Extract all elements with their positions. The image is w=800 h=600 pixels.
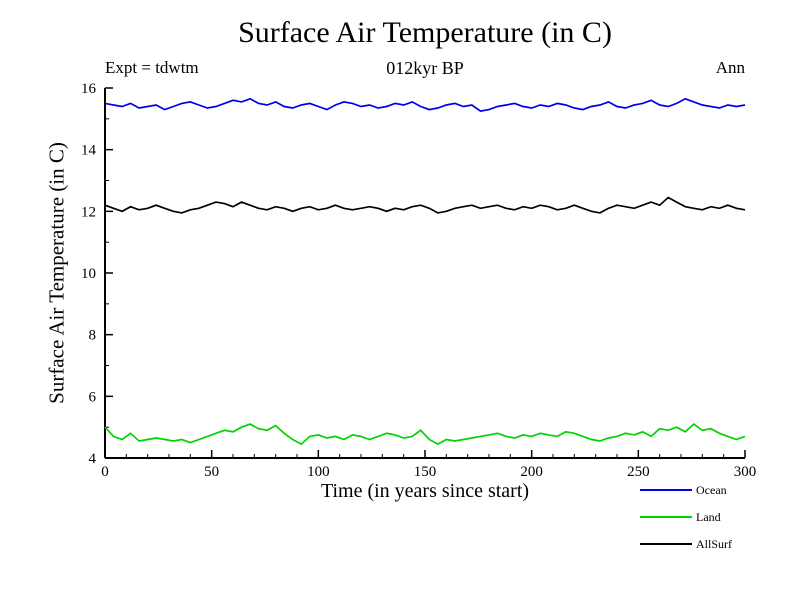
- legend-line-land: [640, 516, 692, 518]
- series-line-ocean: [104, 97, 746, 112]
- y-tick-label: 6: [89, 389, 97, 405]
- x-tick-label: 150: [414, 464, 437, 480]
- y-tick-label: 16: [81, 81, 97, 97]
- legend-line-ocean: [640, 489, 692, 491]
- legend: Ocean Land AllSurf: [640, 483, 732, 551]
- series-line-land: [104, 423, 746, 446]
- legend-label: AllSurf: [696, 537, 732, 551]
- time-period-label: 012kyr BP: [386, 58, 464, 78]
- x-tick-label: 250: [627, 464, 650, 480]
- legend-label: Land: [696, 510, 721, 524]
- series-line-allsurf: [104, 196, 746, 214]
- y-tick-label: 12: [81, 204, 96, 220]
- x-tick-label: 300: [734, 464, 757, 480]
- y-tick-label: 14: [81, 143, 97, 159]
- y-tick-label: 4: [89, 451, 97, 467]
- x-tick-label: 200: [520, 464, 543, 480]
- experiment-label: Expt = tdwtm: [105, 58, 199, 77]
- legend-line-allsurf: [640, 543, 692, 545]
- legend-label: Ocean: [696, 483, 727, 497]
- x-tick-label: 50: [204, 464, 219, 480]
- y-axis-title: Surface Air Temperature (in C): [44, 142, 69, 404]
- legend-item-land: Land: [640, 510, 732, 524]
- annual-label: Ann: [715, 58, 745, 77]
- x-tick-label: 100: [307, 464, 330, 480]
- legend-item-ocean: Ocean: [640, 483, 732, 497]
- chart-title: Surface Air Temperature (in C): [238, 16, 612, 49]
- legend-item-allsurf: AllSurf: [640, 537, 732, 551]
- x-axis-title: Time (in years since start): [320, 480, 530, 502]
- x-tick-label: 0: [101, 464, 109, 480]
- y-tick-label: 10: [81, 266, 96, 282]
- y-tick-label: 8: [89, 328, 97, 344]
